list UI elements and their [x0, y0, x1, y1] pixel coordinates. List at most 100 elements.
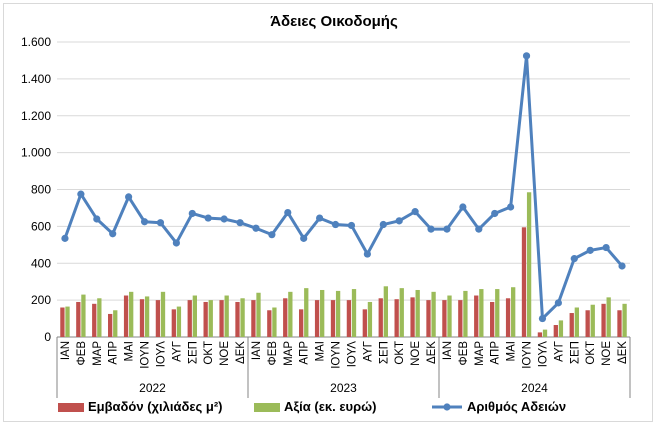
- bar-value: [208, 300, 213, 337]
- x-tick-label: ΜΑΙ: [506, 341, 518, 361]
- x-tick-label: ΜΑΡ: [92, 341, 104, 366]
- bar-area: [60, 307, 65, 337]
- y-tick-label: 1.600: [21, 35, 51, 49]
- x-tick-label: ΙΟΥΛ: [346, 341, 358, 368]
- x-tick-label: ΙΑΝ: [442, 341, 454, 360]
- bar-value: [192, 295, 197, 337]
- bar-area: [330, 300, 336, 337]
- x-tick-label: ΜΑΡ: [474, 341, 486, 366]
- bar-area: [569, 313, 574, 337]
- x-tick-label: ΝΟΕ: [410, 341, 422, 366]
- line-point: [586, 246, 594, 254]
- y-tick-label: 600: [31, 219, 51, 233]
- line-point: [538, 314, 547, 323]
- bar-area: [442, 300, 447, 337]
- x-tick-label: ΟΚΤ: [585, 341, 597, 365]
- line-point: [554, 299, 562, 307]
- bar-value: [288, 291, 293, 337]
- line-point: [570, 255, 578, 263]
- x-tick-label: ΔΕΚ: [617, 341, 629, 364]
- x-tick-label: ΙΟΥΛ: [155, 341, 167, 368]
- y-tick-label: 1.000: [21, 146, 51, 160]
- x-tick-label: ΑΠΡ: [490, 341, 502, 365]
- x-tick-label: ΔΕΚ: [235, 341, 247, 364]
- x-tick-label: ΜΑΡ: [283, 341, 295, 366]
- bar-area: [474, 295, 479, 337]
- bar-area: [553, 325, 558, 337]
- line-point: [459, 203, 467, 211]
- bar-value: [606, 297, 611, 337]
- x-tick-label: ΑΥΓ: [362, 340, 374, 361]
- line-point: [427, 225, 435, 233]
- y-tick-label: 1.200: [21, 109, 51, 123]
- chart-frame: [3, 3, 653, 422]
- line-point: [491, 209, 499, 218]
- bar-value: [144, 296, 150, 337]
- chart-title: Άδειες Οικοδομής: [270, 13, 398, 30]
- line-point: [268, 231, 276, 239]
- bar-value: [81, 294, 86, 337]
- bar-area: [378, 298, 383, 337]
- bar-area: [362, 309, 367, 337]
- x-tick-label: ΙΟΥΝ: [140, 341, 152, 369]
- line-point: [109, 230, 117, 238]
- x-tick-label: ΦΕΒ: [458, 341, 470, 366]
- x-tick-label: ΣΕΠ: [187, 341, 199, 364]
- bar-value: [176, 306, 182, 337]
- x-tick-label: ΙΟΥΝ: [331, 341, 343, 369]
- x-tick-label: ΜΑΙ: [124, 341, 136, 361]
- bar-value: [367, 301, 373, 337]
- x-tick-label: ΣΕΠ: [569, 341, 581, 364]
- line-point: [331, 220, 340, 229]
- bar-value: [113, 310, 118, 337]
- legend-marker: [443, 403, 451, 411]
- bar-value: [129, 291, 134, 337]
- bar-area: [267, 310, 272, 337]
- bar-area: [235, 301, 240, 337]
- x-tick-label: ΑΥΓ: [553, 340, 565, 361]
- y-tick-label: 0: [44, 330, 51, 344]
- x-tick-label: ΝΟΕ: [601, 341, 613, 366]
- line-point: [522, 52, 531, 60]
- bar-value: [431, 291, 436, 337]
- bar-value: [415, 289, 420, 337]
- bar-value: [256, 292, 261, 337]
- year-label: 2023: [330, 381, 357, 395]
- x-tick-label: ΣΕΠ: [378, 341, 390, 364]
- x-tick-label: ΦΕΒ: [267, 341, 279, 366]
- bar-area: [537, 332, 543, 337]
- bar-value: [224, 295, 229, 337]
- line-point: [284, 208, 292, 217]
- bar-value: [383, 286, 388, 337]
- y-tick-label: 200: [31, 293, 51, 307]
- bar-value: [463, 290, 468, 337]
- year-label: 2022: [139, 381, 166, 395]
- line-point: [220, 215, 228, 223]
- year-label: 2024: [521, 381, 548, 395]
- bar-value: [574, 307, 579, 337]
- bar-area: [426, 300, 431, 337]
- x-tick-label: ΝΟΕ: [219, 341, 231, 366]
- bar-value: [447, 295, 452, 337]
- line-point: [602, 243, 610, 252]
- line-point: [411, 208, 419, 216]
- bar-value: [399, 288, 404, 337]
- bar-value: [97, 298, 102, 337]
- bar-area: [394, 299, 399, 337]
- bar-area: [283, 298, 288, 337]
- bar-area: [346, 300, 352, 337]
- bar-area: [251, 300, 256, 337]
- bar-area: [203, 301, 208, 337]
- x-tick-label: ΑΠΡ: [108, 341, 120, 365]
- bar-value: [622, 303, 627, 337]
- bar-area: [123, 295, 129, 337]
- bar-value: [526, 192, 532, 337]
- line-point: [125, 193, 133, 201]
- bar-area: [171, 309, 176, 337]
- bar-area: [299, 309, 304, 337]
- line-point: [204, 214, 212, 222]
- x-tick-label: ΙΑΝ: [60, 341, 72, 360]
- line-point: [300, 234, 308, 242]
- bar-value: [240, 298, 245, 337]
- line-point: [347, 221, 356, 230]
